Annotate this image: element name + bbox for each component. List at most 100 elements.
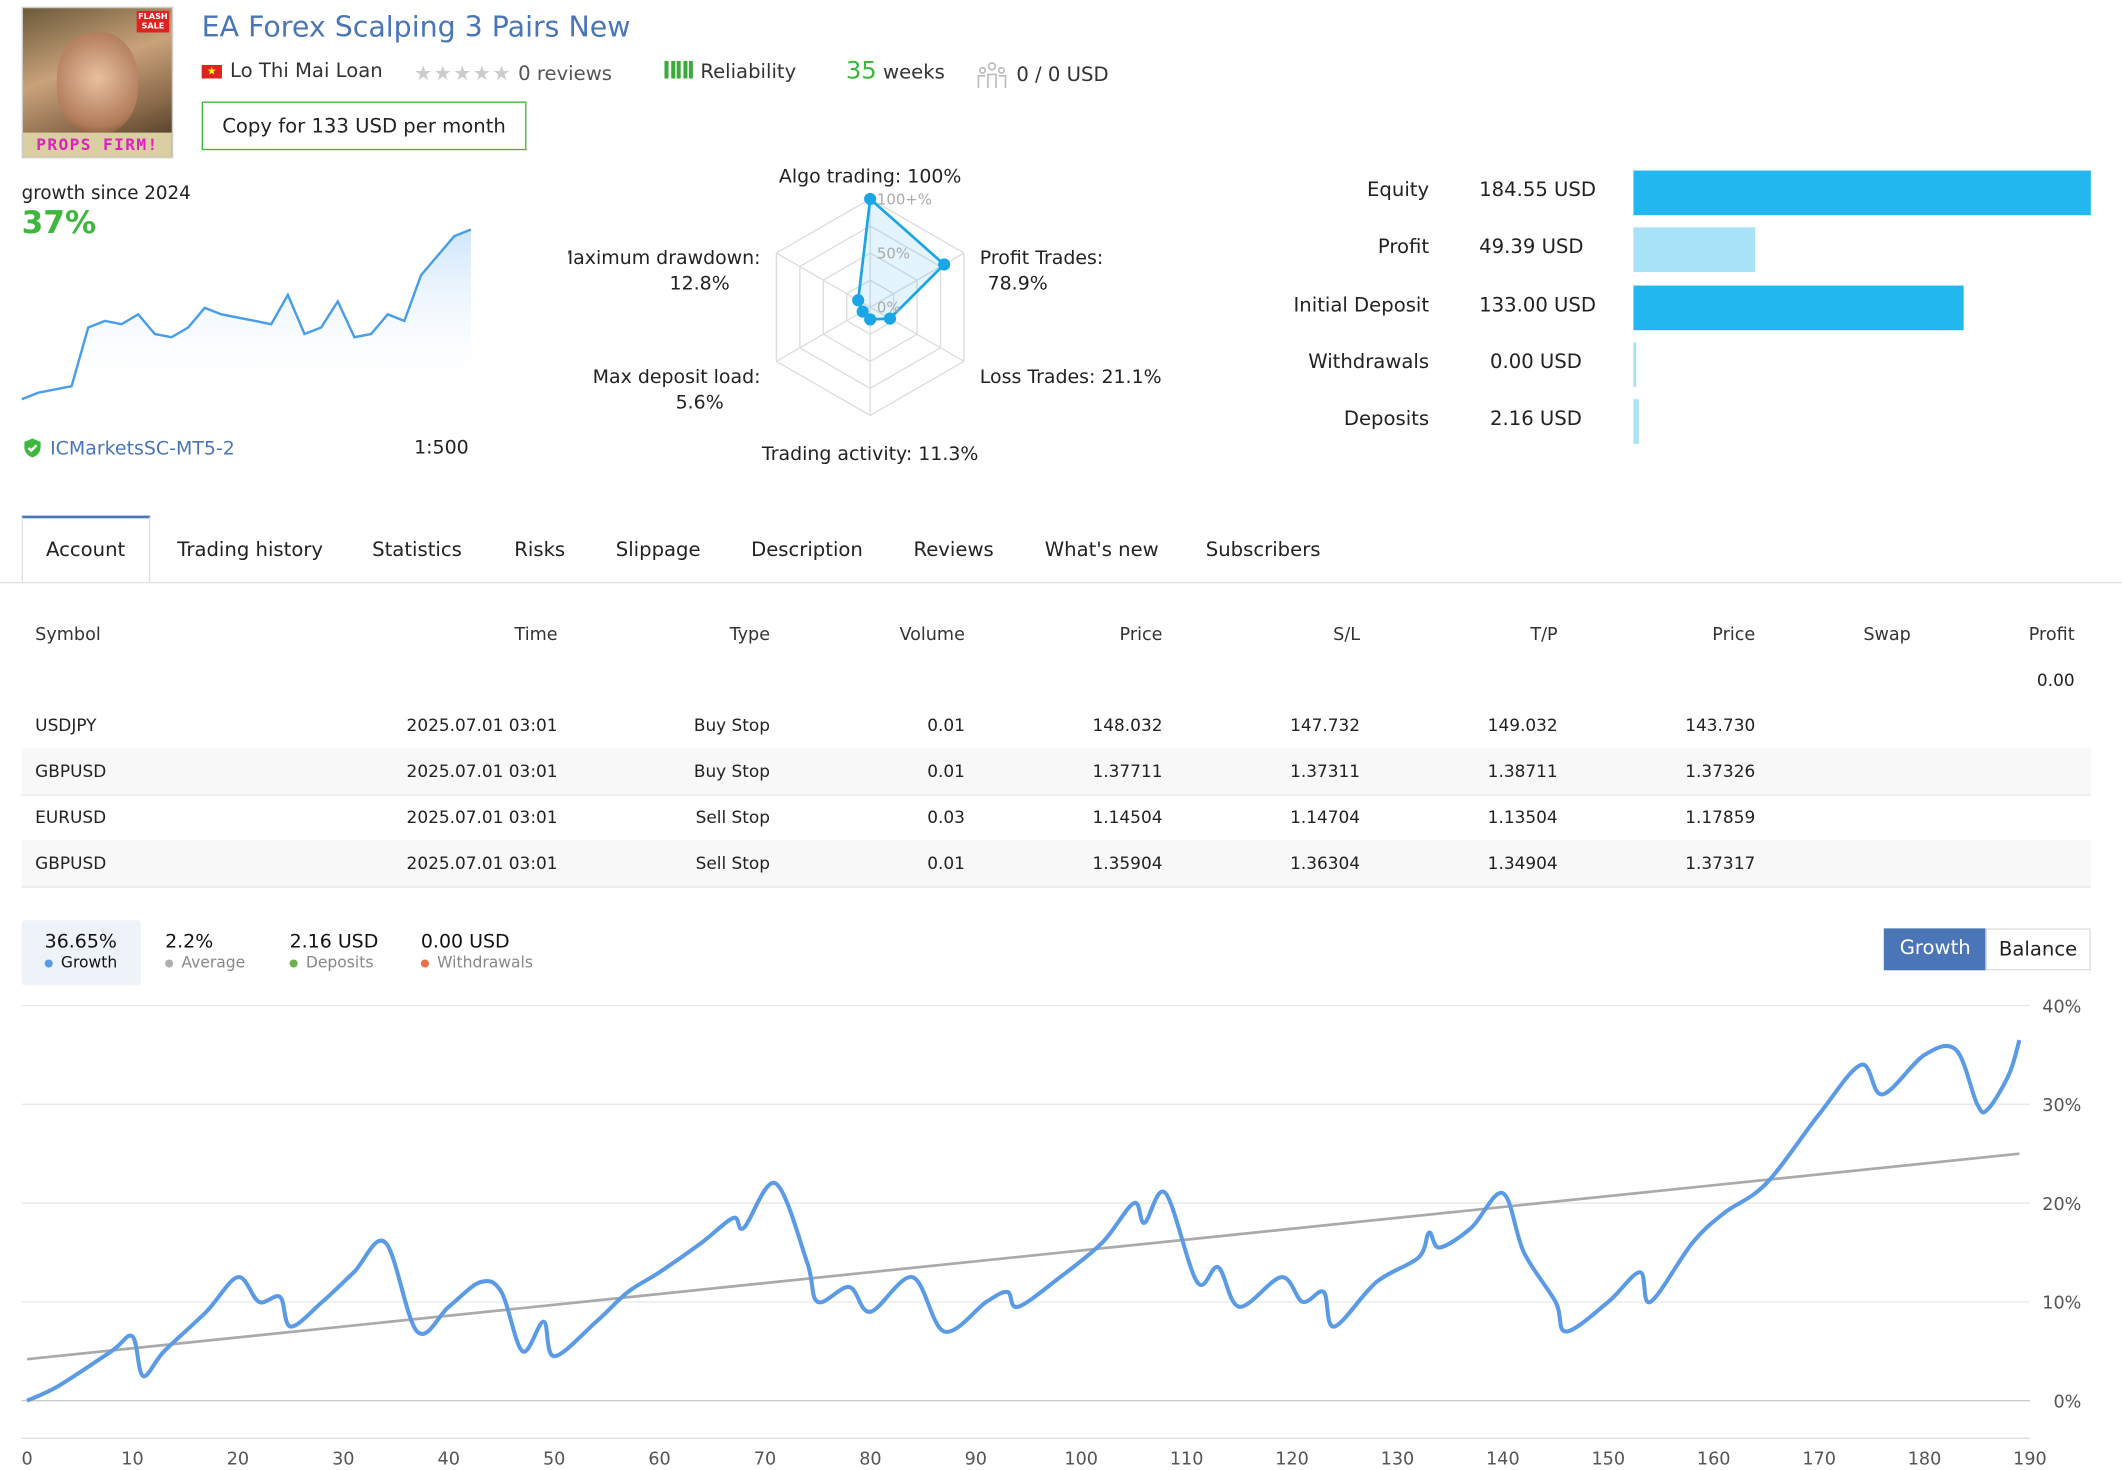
tab-description[interactable]: Description — [751, 539, 863, 562]
legend-dot-icon — [165, 958, 174, 967]
column-header-swap-8[interactable]: Swap — [1863, 625, 1911, 646]
radar-point[interactable] — [938, 258, 951, 271]
tab-statistics[interactable]: Statistics — [372, 539, 462, 562]
balance-value-2: 133.00 USD — [1479, 294, 1596, 317]
radar-axis-label: Trading activity: 11.3% — [761, 443, 978, 465]
balance-bar-0 — [1633, 170, 2091, 216]
y-tick-label: 30% — [2042, 1096, 2081, 1116]
x-tick-label: 50 — [543, 1449, 565, 1469]
table-row[interactable]: USDJPY 2025.07.01 03:01 Buy Stop 0.01 148.03… — [21, 702, 2091, 750]
y-tick-label: 40% — [2042, 997, 2081, 1017]
column-header-symbol-0[interactable]: Symbol — [35, 625, 101, 646]
column-header-price-4[interactable]: Price — [1119, 625, 1163, 646]
x-tick-label: 70 — [754, 1449, 776, 1469]
x-tick-label: 10 — [121, 1449, 143, 1469]
radar-chart: 0% 50% 100+% Algo trading: 100% Profit Trade… — [568, 166, 1161, 465]
column-header-time-1[interactable]: Time — [514, 625, 558, 646]
stat-legend: Average — [165, 953, 254, 972]
growth-toggle-button[interactable]: Growth — [1883, 928, 1987, 971]
x-tick-label: 180 — [1908, 1449, 1942, 1469]
column-header-profit-9[interactable]: Profit — [2028, 625, 2075, 646]
tab-what-s-new[interactable]: What's new — [1044, 539, 1159, 562]
x-tick-label: 150 — [1592, 1449, 1626, 1469]
broker-link[interactable]: ICMarketsSC-MT5-2 — [22, 437, 235, 460]
x-tick-label: 170 — [1802, 1449, 1836, 1469]
x-tick-label: 60 — [648, 1449, 670, 1469]
balance-bar-3 — [1633, 342, 1637, 387]
radar-point[interactable] — [883, 312, 897, 325]
cell-type: Buy Stop — [693, 714, 771, 735]
stat-label: Average — [181, 952, 246, 972]
table-row[interactable]: EURUSD 2025.07.01 03:01 Sell Stop 0.03 1.145… — [21, 794, 2091, 842]
copy-subscribe-button[interactable]: Copy for 133 USD per month — [201, 101, 527, 151]
column-header-price-7[interactable]: Price — [1712, 625, 1756, 646]
radar-point[interactable] — [864, 313, 877, 326]
radar-point[interactable] — [864, 192, 877, 206]
radar-scale-label: 100+% — [877, 190, 932, 208]
page-title[interactable]: EA Forex Scalping 3 Pairs New — [201, 10, 631, 44]
author-link[interactable]: ★ Lo Thi Mai Loan — [201, 60, 383, 83]
tab-trading-history[interactable]: Trading history — [177, 539, 324, 562]
cell-price: 1.14504 — [1092, 806, 1163, 827]
subscribers-value: 0 / 0 USD — [1016, 64, 1109, 87]
radar-axis-label: Profit Trades: 78.9% — [980, 247, 1104, 295]
stat-value: 2.2% — [165, 931, 214, 953]
balance-value-0: 184.55 USD — [1479, 179, 1596, 202]
stat-growth[interactable]: 36.65% Growth — [21, 920, 141, 986]
sparkline-area — [21, 229, 471, 400]
cell-price: 1.37326 — [1685, 760, 1756, 781]
weeks-label: weeks — [883, 62, 945, 84]
reliability-bars-icon — [664, 60, 694, 84]
verified-shield-icon — [24, 438, 41, 458]
column-header-tp-6[interactable]: T/P — [1530, 625, 1558, 646]
cell-type: Sell Stop — [695, 852, 771, 873]
stat-value: 2.16 USD — [289, 931, 379, 953]
ea-avatar[interactable]: FLASH SALE PROPS FIRM! — [21, 6, 174, 159]
reliability-label: Reliability — [700, 61, 797, 84]
column-header-volume-3[interactable]: Volume — [899, 625, 965, 646]
stat-average[interactable]: 2.2% Average — [146, 920, 254, 985]
balance-value-4: 2.16 USD — [1489, 408, 1582, 431]
x-tick-label: 20 — [227, 1449, 249, 1469]
growth-chart[interactable]: 0% 10% 20% 30% 40% 0 10 20 30 40 50 60 70 80 90 100 110 1… — [0, 988, 2122, 1470]
cell-sl: 1.36304 — [1290, 852, 1361, 873]
tab-subscribers[interactable]: Subscribers — [1205, 539, 1321, 562]
radar-point[interactable] — [856, 305, 869, 318]
x-tick-label: 30 — [332, 1449, 354, 1469]
series-line-growth — [26, 1039, 2022, 1403]
stat-value: 0.00 USD — [420, 931, 510, 953]
tab-slippage[interactable]: Slippage — [615, 539, 701, 562]
rating-stars-icon: ★★★★★ — [414, 60, 512, 86]
stat-legend: Withdrawals — [420, 952, 551, 972]
weeks: 35 weeks — [846, 57, 945, 85]
column-header-sl-5[interactable]: S/L — [1333, 625, 1361, 646]
radar-point[interactable] — [852, 294, 865, 307]
reviews[interactable]: ★★★★★ 0 reviews — [414, 61, 612, 85]
cell-symbol: GBPUSD — [35, 852, 107, 873]
x-tick-label: 130 — [1381, 1449, 1415, 1469]
author-name: Lo Thi Mai Loan — [230, 60, 383, 83]
stat-withdrawals[interactable]: 0.00 USD Withdrawals — [402, 920, 551, 985]
radar-scale-label: 50% — [877, 244, 910, 262]
table-row[interactable]: GBPUSD 2025.07.01 03:01 Buy Stop 0.01 1.3771… — [21, 748, 2091, 796]
vietnam-flag-icon: ★ — [201, 64, 222, 79]
x-tick-label: 160 — [1697, 1449, 1731, 1469]
y-tick-label: 20% — [2042, 1195, 2081, 1215]
cell-price: 1.35904 — [1092, 852, 1163, 873]
balance-toggle-button[interactable]: Balance — [1985, 928, 2091, 971]
x-tick-label: 120 — [1275, 1449, 1309, 1469]
balance-bar-2 — [1633, 284, 1964, 330]
growth-sparkline[interactable] — [21, 203, 475, 406]
balance-label-0: Equity — [1367, 179, 1430, 202]
stat-value: 36.65% — [44, 931, 117, 953]
tab-account[interactable]: Account — [21, 515, 150, 582]
table-row[interactable]: GBPUSD 2025.07.01 03:01 Sell Stop 0.01 1.359… — [21, 840, 2091, 888]
stat-label: Withdrawals — [437, 952, 533, 972]
cell-tp: 1.13504 — [1487, 806, 1558, 827]
stat-deposits[interactable]: 2.16 USD Deposits — [271, 920, 393, 985]
cell-volume: 0.01 — [927, 714, 965, 735]
column-header-type-2[interactable]: Type — [729, 625, 771, 646]
balance-label-1: Profit — [1377, 237, 1430, 259]
tab-reviews[interactable]: Reviews — [913, 539, 994, 562]
tab-risks[interactable]: Risks — [514, 539, 566, 562]
